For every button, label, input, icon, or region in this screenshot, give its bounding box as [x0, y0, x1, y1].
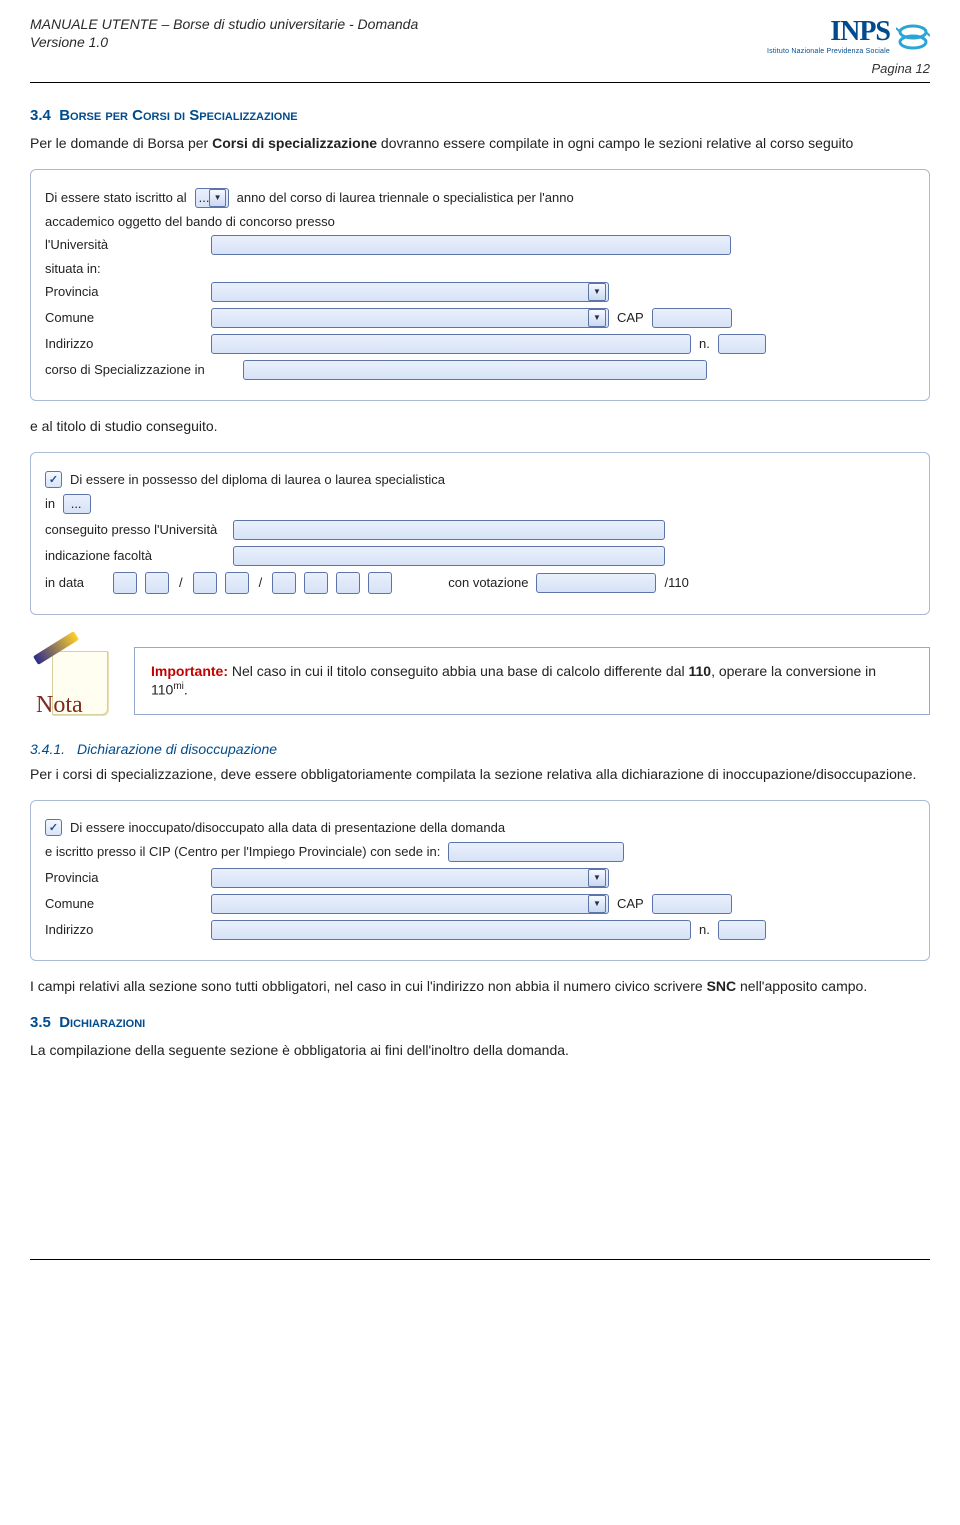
input-year-2[interactable] — [304, 572, 328, 594]
input-year-1[interactable] — [272, 572, 296, 594]
input-universita[interactable] — [211, 235, 731, 255]
checkbox-disoccupato[interactable]: ✓ — [45, 819, 62, 836]
logo-subtitle: Istituto Nazionale Previdenza Sociale — [767, 48, 890, 55]
doc-version: Versione 1.0 — [30, 34, 418, 50]
label-diploma: Di essere in possesso del diploma di lau… — [70, 472, 445, 487]
header-rule — [30, 82, 930, 83]
select-anno[interactable]: ... ▼ — [195, 188, 229, 208]
chevron-down-icon[interactable]: ▼ — [209, 189, 225, 207]
intro-paragraph: Per le domande di Borsa per Corsi di spe… — [30, 134, 930, 153]
select-comune-p3[interactable]: ▼ — [211, 894, 609, 914]
label-iscritto-post: anno del corso di laurea triennale o spe… — [237, 190, 574, 205]
logo-text: INPS — [767, 16, 890, 48]
label-cap: CAP — [617, 310, 644, 325]
label-universita: l'Università — [45, 237, 203, 252]
checkbox-diploma[interactable]: ✓ — [45, 471, 62, 488]
label-provincia: Provincia — [45, 284, 203, 299]
heading-3-4-1: 3.4.1.Dichiarazione di disoccupazione — [30, 741, 930, 757]
footer-rule — [30, 1259, 930, 1260]
para-campi-obbligatori: I campi relativi alla sezione sono tutti… — [30, 977, 930, 996]
select-provincia-p3[interactable]: ▼ — [211, 868, 609, 888]
label-disoccupato: Di essere inoccupato/disoccupato alla da… — [70, 820, 505, 835]
input-year-3[interactable] — [336, 572, 360, 594]
select-provincia[interactable]: ▼ — [211, 282, 609, 302]
input-conseguito-universita[interactable] — [233, 520, 665, 540]
heading-3-4: 3.4 Borse per Corsi di Specializzazione — [30, 107, 930, 124]
label-conseguito: conseguito presso l'Università — [45, 522, 225, 537]
input-numero-p3[interactable] — [718, 920, 766, 940]
label-comune-p3: Comune — [45, 896, 203, 911]
label-votmax: /110 — [664, 575, 688, 590]
text-after-panel1: e al titolo di studio conseguito. — [30, 417, 930, 436]
page-number: Pagina 12 — [767, 61, 930, 76]
input-votazione[interactable] — [536, 573, 656, 593]
input-day-1[interactable] — [113, 572, 137, 594]
page-header: MANUALE UTENTE – Borse di studio univers… — [30, 16, 930, 76]
input-indirizzo[interactable] — [211, 334, 691, 354]
logo-icon — [896, 22, 930, 50]
label-situata: situata in: — [45, 261, 101, 276]
input-day-2[interactable] — [145, 572, 169, 594]
heading-3-5: 3.5 Dichiarazioni — [30, 1014, 930, 1031]
input-cap[interactable] — [652, 308, 732, 328]
input-corso-specializzazione[interactable] — [243, 360, 707, 380]
input-year-4[interactable] — [368, 572, 392, 594]
input-month-2[interactable] — [225, 572, 249, 594]
inps-logo: INPS Istituto Nazionale Previdenza Socia… — [767, 16, 930, 55]
doc-title: MANUALE UTENTE – Borse di studio univers… — [30, 16, 418, 32]
label-cip: e iscritto presso il CIP (Centro per l'I… — [45, 844, 440, 859]
label-accademico: accademico oggetto del bando di concorso… — [45, 214, 335, 229]
chevron-down-icon[interactable]: ▼ — [588, 283, 606, 301]
label-corso-specializzazione: corso di Specializzazione in — [45, 362, 235, 377]
nota-block: Nota Importante: Nel caso in cui il tito… — [30, 643, 930, 719]
label-facolta: indicazione facoltà — [45, 548, 225, 563]
nota-icon: Nota — [30, 643, 116, 719]
form-panel-diploma: ✓ Di essere in possesso del diploma di l… — [30, 452, 930, 615]
label-indirizzo-p3: Indirizzo — [45, 922, 203, 937]
label-provincia-p3: Provincia — [45, 870, 203, 885]
form-panel-corso: Di essere stato iscritto al ... ▼ anno d… — [30, 169, 930, 401]
label-iscritto-pre: Di essere stato iscritto al — [45, 190, 187, 205]
form-panel-disoccupazione: ✓ Di essere inoccupato/disoccupato alla … — [30, 800, 930, 961]
label-comune: Comune — [45, 310, 203, 325]
chevron-down-icon[interactable]: ▼ — [588, 895, 606, 913]
input-month-1[interactable] — [193, 572, 217, 594]
nota-text: Importante: Nel caso in cui il titolo co… — [134, 647, 930, 715]
input-facolta[interactable] — [233, 546, 665, 566]
input-cap-p3[interactable] — [652, 894, 732, 914]
input-cip-sede[interactable] — [448, 842, 624, 862]
select-comune[interactable]: ▼ — [211, 308, 609, 328]
select-in[interactable]: ... — [63, 494, 91, 514]
label-data: in data — [45, 575, 105, 590]
input-numero[interactable] — [718, 334, 766, 354]
chevron-down-icon[interactable]: ▼ — [588, 309, 606, 327]
label-numero-p3: n. — [699, 922, 710, 937]
label-cap-p3: CAP — [617, 896, 644, 911]
para-35: La compilazione della seguente sezione è… — [30, 1041, 930, 1060]
input-indirizzo-p3[interactable] — [211, 920, 691, 940]
chevron-down-icon[interactable]: ▼ — [588, 869, 606, 887]
label-votazione: con votazione — [448, 575, 528, 590]
label-numero: n. — [699, 336, 710, 351]
label-in: in — [45, 496, 55, 511]
para-341: Per i corsi di specializzazione, deve es… — [30, 765, 930, 784]
label-indirizzo: Indirizzo — [45, 336, 203, 351]
